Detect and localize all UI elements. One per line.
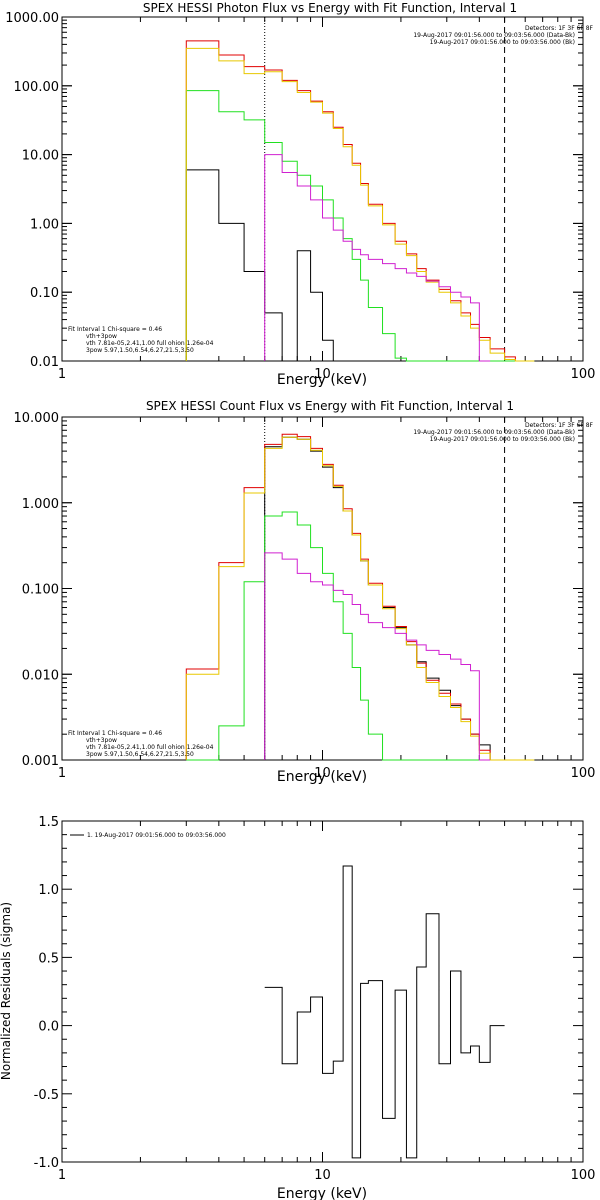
x-axis-label: Energy (keV) — [277, 372, 367, 388]
residuals-chart: 1 10 100-1.0-0.50.00.51.01.5 Energy (keV) … — [0, 815, 595, 1200]
series-vth — [186, 511, 535, 761]
legend-header: Detectors: 1F 3F 6F 8F — [525, 422, 594, 429]
fit-legend-entry-vth: vth 7.81e-05,2.41,1.00 full ohion 1.26e-… — [86, 340, 214, 347]
x-tick-label: 1 — [58, 766, 66, 781]
plot-frame — [61, 820, 584, 1163]
chart-title: SPEX HESSI Photon Flux vs Energy with Fi… — [143, 1, 517, 15]
chart-title: SPEX HESSI Count Flux vs Energy with Fit… — [146, 399, 514, 413]
legend-entry: 1. 19-Aug-2017 09:01:56.000 to 09:03:56.… — [87, 832, 226, 839]
series-3pow — [185, 436, 535, 761]
legend-entry-bk: 19-Aug-2017 09:01:56.000 to 09:03:56.000… — [430, 39, 575, 46]
y-tick-label: 10.00 — [22, 149, 59, 164]
fit-legend-header: Fit Interval 1 Chi-square = 0.46 — [68, 730, 162, 737]
series-bk — [264, 552, 491, 761]
y-tick-label: 1.5 — [38, 815, 59, 830]
y-tick-label: 0.010 — [22, 668, 59, 683]
y-tick-label: 1.00 — [30, 217, 59, 232]
fit-legend-entry-total: vth+3pow — [86, 737, 117, 744]
y-tick-label: 1000.00 — [5, 11, 59, 26]
fit-legend-header: Fit Interval 1 Chi-square = 0.46 — [68, 326, 162, 333]
x-tick-label: 10 — [314, 1168, 331, 1183]
series-data-bk — [185, 169, 334, 362]
y-tick-label: 1.000 — [22, 497, 59, 512]
legend-entry-data-bk: 19-Aug-2017 09:01:56.000 to 09:03:56.000… — [413, 429, 575, 436]
fit-legend-entry-3pow: 3pow 5.97,1.50,6.54,6.27,21.5,3.50 — [86, 347, 194, 354]
series-3pow — [185, 47, 535, 362]
series-1-19-aug-2017-09-01-56-000-to-09-03-56-000 — [264, 865, 505, 1159]
count-flux-chart: SPEX HESSI Count Flux vs Energy with Fit… — [14, 399, 596, 785]
x-tick-label: 100 — [571, 367, 596, 382]
fit-legend-entry-vth: vth 7.81e-05,2.41,1.00 full ohion 1.26e-… — [86, 744, 214, 751]
y-tick-label: 0.5 — [38, 951, 59, 966]
fit-legend-entry-3pow: 3pow 5.97,1.50,6.54,6.27,21.5,3.50 — [86, 751, 194, 758]
y-axis-label: Normalized Residuals (sigma) — [0, 902, 13, 1080]
x-tick-label: 10 — [314, 766, 331, 781]
series-bk — [264, 154, 491, 362]
x-axis-label: Energy (keV) — [277, 1186, 367, 1200]
y-tick-label: 0.01 — [30, 355, 59, 370]
y-tick-label: 0.001 — [22, 754, 59, 769]
y-tick-label: 0.10 — [30, 286, 59, 301]
photon-flux-chart: SPEX HESSI Photon Flux vs Energy with Fi… — [5, 1, 595, 388]
x-tick-label: 1 — [58, 1168, 66, 1183]
legend-entry-bk: 19-Aug-2017 09:01:56.000 to 09:03:56.000… — [430, 436, 575, 443]
series-vth-3pow — [185, 433, 535, 761]
y-tick-label: 100.00 — [14, 80, 60, 95]
x-tick-label: 10 — [314, 367, 331, 382]
y-tick-label: -0.5 — [34, 1088, 59, 1103]
y-tick-label: -1.0 — [34, 1156, 59, 1171]
series-vth-3pow — [185, 40, 535, 362]
series-data-bk — [264, 436, 505, 761]
x-tick-label: 100 — [571, 766, 596, 781]
x-axis-label: Energy (keV) — [277, 769, 367, 785]
fit-legend-entry-total: vth+3pow — [86, 333, 117, 340]
legend-header: Detectors: 1F 3F 6F 8F — [525, 25, 594, 32]
legend-entry-data-bk: 19-Aug-2017 09:01:56.000 to 09:03:56.000… — [413, 32, 575, 39]
y-tick-label: 10.000 — [14, 411, 60, 426]
x-tick-label: 100 — [571, 1168, 596, 1183]
y-tick-label: 0.0 — [38, 1020, 59, 1035]
y-tick-label: 1.0 — [38, 883, 59, 898]
y-tick-label: 0.100 — [22, 583, 59, 598]
x-tick-label: 1 — [58, 367, 66, 382]
series-vth — [185, 90, 535, 362]
